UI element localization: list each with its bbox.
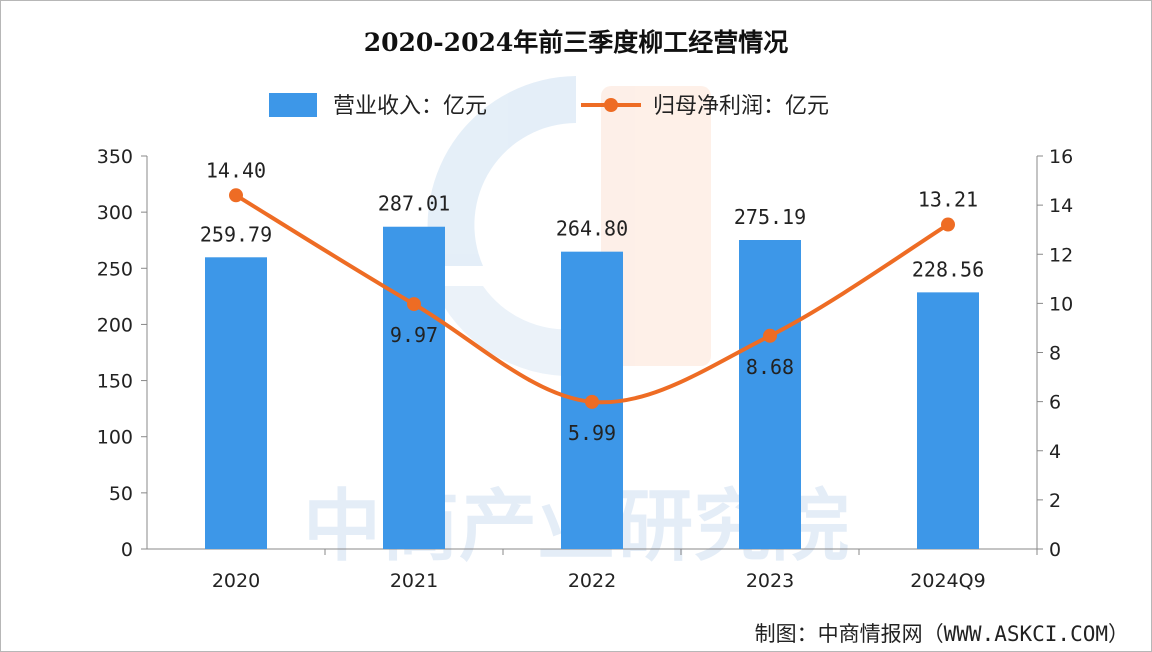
y-left-tick-label: 100	[97, 427, 133, 449]
line-value-label: 8.68	[746, 355, 794, 379]
chart-title: 2020-2024年前三季度柳工经营情况	[364, 28, 789, 57]
line-value-label: 14.40	[206, 158, 266, 182]
legend-label-net-profit: 归母净利润：亿元	[653, 94, 829, 119]
watermark-logo	[427, 76, 711, 377]
bar	[205, 257, 267, 549]
bar	[917, 292, 979, 549]
bar-value-label: 275.19	[734, 205, 806, 229]
net-profit-point	[585, 394, 599, 409]
y-left-tick-label: 50	[109, 483, 133, 505]
y-right-tick-label: 4	[1049, 441, 1061, 463]
bar	[383, 226, 445, 550]
y-left-tick-label: 350	[97, 146, 133, 168]
y-right-tick-label: 14	[1049, 195, 1073, 217]
net-profit-point	[229, 188, 243, 203]
y-right-tick-label: 12	[1049, 244, 1073, 266]
y-right-tick-label: 0	[1049, 539, 1061, 561]
line-value-label: 9.97	[390, 323, 438, 347]
y-left-tick-label: 150	[97, 371, 133, 393]
y-left-tick-label: 0	[121, 539, 133, 561]
x-category-label: 2023	[746, 570, 794, 592]
legend-swatch-net-profit-marker	[604, 98, 618, 112]
line-value-label: 13.21	[918, 188, 978, 212]
bar-value-label: 264.80	[556, 217, 628, 241]
line-data-labels: 14.40 9.97 5.99 8.68 13.21	[206, 158, 978, 445]
x-category-label: 2020	[212, 570, 260, 592]
y-left-tick-label: 300	[97, 202, 133, 224]
x-category-label: 2022	[568, 570, 616, 592]
y-right-tick-label: 2	[1049, 490, 1061, 512]
y-axis-left-ticks: 0 50 100 150 200 250 300 350	[97, 146, 147, 561]
y-left-tick-label: 200	[97, 314, 133, 336]
source-credit: 制图：中商情报网（WWW.ASKCI.COM）	[755, 622, 1129, 646]
net-profit-point	[407, 297, 421, 312]
legend-swatch-revenue	[269, 93, 317, 117]
net-profit-point	[763, 328, 777, 343]
y-right-tick-label: 16	[1049, 146, 1073, 168]
y-axis-right-ticks: 0 2 4 6 8 10 12 14 16	[1037, 146, 1073, 561]
y-left-tick-label: 250	[97, 258, 133, 280]
bar-data-labels: 259.79 287.01 264.80 275.19 228.56	[200, 192, 984, 282]
bar-series	[205, 226, 979, 550]
x-axis-categories: 2020 2021 2022 2023 2024Q9	[212, 549, 1038, 592]
bar-value-label: 259.79	[200, 222, 272, 246]
x-category-label: 2024Q9	[910, 570, 985, 592]
bar	[739, 240, 801, 549]
y-right-tick-label: 6	[1049, 392, 1061, 414]
y-right-tick-label: 10	[1049, 293, 1073, 315]
bar-value-label: 228.56	[912, 257, 984, 281]
x-category-label: 2021	[390, 570, 438, 592]
bar-value-label: 287.01	[378, 192, 450, 216]
y-right-tick-label: 8	[1049, 343, 1061, 365]
net-profit-point	[941, 217, 955, 232]
legend-label-revenue: 营业收入：亿元	[333, 94, 487, 119]
line-value-label: 5.99	[568, 421, 616, 445]
legend: 营业收入：亿元 归母净利润：亿元	[269, 93, 829, 119]
line-series	[229, 188, 955, 409]
